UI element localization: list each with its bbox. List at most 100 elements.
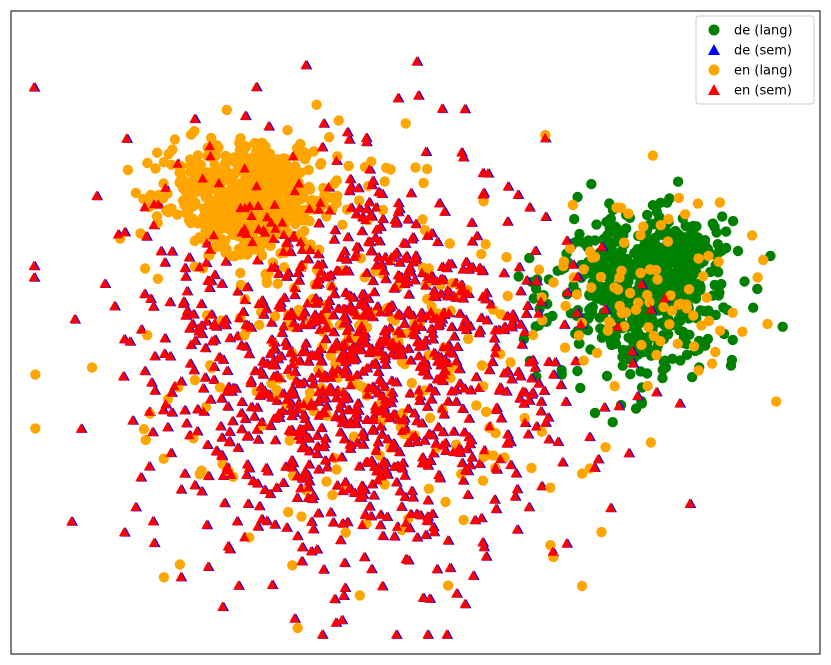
en-sem-point xyxy=(141,231,152,241)
en-sem-point xyxy=(160,182,171,192)
en-lang-point xyxy=(650,264,662,276)
en-sem-point xyxy=(296,427,307,437)
en-lang-point xyxy=(235,154,247,166)
en-sem-point xyxy=(280,461,291,471)
en-sem-point xyxy=(513,261,524,272)
en-sem-point xyxy=(252,434,263,444)
en-sem-point xyxy=(428,285,439,295)
en-sem-point xyxy=(242,498,253,508)
de-lang-point xyxy=(718,302,729,313)
en-sem-point xyxy=(439,354,450,364)
de-lang-point xyxy=(607,417,618,428)
en-sem-point xyxy=(357,366,368,376)
en-sem-point xyxy=(375,420,386,431)
en-lang-point xyxy=(30,423,41,434)
en-sem-point xyxy=(345,202,357,212)
en-sem-point xyxy=(420,280,431,290)
en-sem-point xyxy=(235,340,247,350)
en-sem-point xyxy=(197,173,208,183)
en-sem-point xyxy=(239,163,250,173)
en-sem-point xyxy=(400,553,411,564)
en-sem-point xyxy=(329,224,340,234)
en-sem-point xyxy=(605,502,616,512)
en-lang-point xyxy=(463,333,474,345)
en-sem-point xyxy=(547,369,559,379)
en-lang-point xyxy=(476,360,488,371)
en-sem-point xyxy=(109,300,120,311)
en-sem-point xyxy=(256,513,267,524)
en-sem-point xyxy=(331,265,342,275)
en-sem-point xyxy=(519,326,530,336)
en-sem-point xyxy=(384,322,395,333)
de-lang-point xyxy=(699,235,711,246)
en-sem-point xyxy=(512,366,524,376)
en-sem-point xyxy=(303,459,314,469)
de-lang-point xyxy=(574,228,585,240)
en-sem-point xyxy=(253,223,264,234)
en-sem-point xyxy=(197,383,209,393)
en-sem-point xyxy=(381,433,393,444)
de-lang-point xyxy=(568,280,579,291)
de-lang-point xyxy=(690,265,702,277)
de-lang-point xyxy=(575,382,586,394)
en-sem-point xyxy=(418,435,430,445)
en-sem-point xyxy=(529,245,541,255)
legend-marker-en-lang xyxy=(708,64,720,76)
en-sem-point xyxy=(552,436,563,446)
en-lang-point xyxy=(537,315,548,326)
en-sem-point xyxy=(424,455,436,465)
en-lang-point xyxy=(235,267,246,279)
en-lang-point xyxy=(480,239,491,250)
en-sem-point xyxy=(288,309,299,320)
en-sem-point xyxy=(216,432,227,442)
en-sem-point xyxy=(318,438,330,448)
en-sem-point xyxy=(340,363,351,373)
de-lang-point xyxy=(660,274,671,285)
en-lang-point xyxy=(714,197,726,208)
en-sem-point xyxy=(409,274,420,285)
de-lang-point xyxy=(589,407,601,419)
en-sem-point xyxy=(380,457,391,467)
en-sem-point xyxy=(316,258,328,268)
en-lang-point xyxy=(278,156,290,167)
de-lang-point xyxy=(680,220,691,232)
en-sem-point xyxy=(343,483,354,494)
en-lang-point xyxy=(505,357,516,368)
en-sem-point xyxy=(493,324,504,334)
en-sem-point xyxy=(398,237,409,247)
en-sem-point xyxy=(490,503,501,513)
en-sem-point xyxy=(370,202,382,212)
de-lang-point xyxy=(674,241,685,252)
en-lang-point xyxy=(292,622,303,634)
en-sem-point xyxy=(183,252,194,262)
en-lang-point xyxy=(714,325,726,336)
en-sem-point xyxy=(322,322,333,333)
en-sem-point xyxy=(575,318,586,329)
en-sem-point xyxy=(245,401,257,411)
en-sem-point xyxy=(302,356,314,366)
de-lang-point xyxy=(671,282,683,293)
en-sem-point xyxy=(349,251,360,261)
en-sem-point xyxy=(237,306,248,316)
en-sem-point xyxy=(295,482,306,493)
en-sem-point xyxy=(363,196,375,207)
en-sem-point xyxy=(351,369,362,380)
en-sem-point xyxy=(432,421,443,431)
en-sem-point xyxy=(200,257,212,267)
en-sem-point xyxy=(515,285,526,296)
en-sem-point xyxy=(459,314,471,324)
en-sem-point xyxy=(289,282,300,292)
en-sem-point xyxy=(293,275,304,285)
en-sem-point xyxy=(192,403,203,414)
en-lang-point xyxy=(296,193,307,205)
en-sem-point xyxy=(380,330,391,341)
en-sem-point xyxy=(112,229,124,239)
en-sem-point xyxy=(489,347,501,358)
en-sem-point xyxy=(375,221,386,231)
en-lang-point xyxy=(303,164,314,176)
en-lang-point xyxy=(140,434,151,446)
en-sem-point xyxy=(166,387,177,397)
de-lang-point xyxy=(703,305,714,316)
en-sem-point xyxy=(357,519,368,529)
en-sem-point xyxy=(488,333,500,343)
